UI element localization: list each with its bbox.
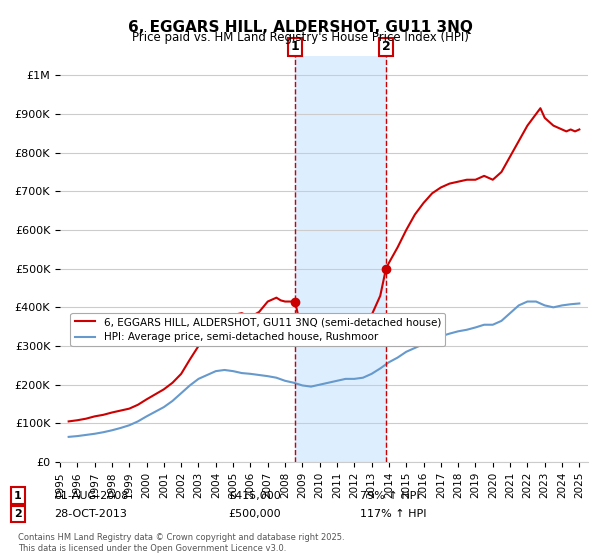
Text: 79% ↑ HPI: 79% ↑ HPI	[360, 491, 419, 501]
Text: Price paid vs. HM Land Registry's House Price Index (HPI): Price paid vs. HM Land Registry's House …	[131, 31, 469, 44]
Text: 28-OCT-2013: 28-OCT-2013	[54, 509, 127, 519]
Legend: 6, EGGARS HILL, ALDERSHOT, GU11 3NQ (semi-detached house), HPI: Average price, s: 6, EGGARS HILL, ALDERSHOT, GU11 3NQ (sem…	[70, 313, 445, 347]
Text: 1: 1	[291, 40, 299, 53]
Text: 2: 2	[14, 509, 22, 519]
Text: 01-AUG-2008: 01-AUG-2008	[54, 491, 128, 501]
Text: 1: 1	[14, 491, 22, 501]
Text: £500,000: £500,000	[228, 509, 281, 519]
Text: Contains HM Land Registry data © Crown copyright and database right 2025.
This d: Contains HM Land Registry data © Crown c…	[18, 534, 344, 553]
Text: £415,000: £415,000	[228, 491, 281, 501]
Text: 117% ↑ HPI: 117% ↑ HPI	[360, 509, 427, 519]
Text: 6, EGGARS HILL, ALDERSHOT, GU11 3NQ: 6, EGGARS HILL, ALDERSHOT, GU11 3NQ	[128, 20, 472, 35]
Bar	[295, 56, 386, 462]
Text: 2: 2	[382, 40, 391, 53]
